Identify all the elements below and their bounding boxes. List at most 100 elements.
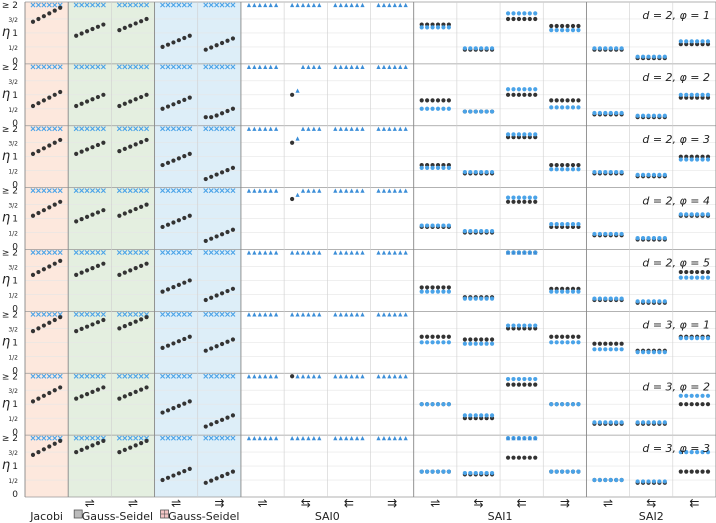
data-point — [705, 92, 711, 97]
data-point — [603, 477, 608, 483]
data-point — [479, 169, 484, 175]
data-point — [446, 469, 451, 474]
data-point — [344, 436, 349, 441]
data-point — [381, 188, 387, 193]
data-point — [430, 25, 435, 30]
data-point — [176, 250, 182, 255]
data-point — [41, 2, 47, 8]
data-point — [230, 36, 236, 41]
data-point — [165, 64, 171, 70]
y-tick-label: 3/2 — [8, 17, 18, 24]
data-point — [306, 64, 311, 69]
data-point — [619, 341, 624, 346]
data-point — [203, 250, 209, 255]
data-point — [419, 223, 424, 228]
data-point — [73, 188, 79, 194]
data-point — [640, 113, 646, 118]
data-point — [516, 199, 522, 204]
data-point — [84, 373, 90, 379]
data-point — [311, 126, 316, 131]
data-point — [133, 126, 139, 132]
data-point — [203, 348, 208, 353]
data-point — [176, 2, 182, 8]
data-point — [516, 250, 522, 255]
data-point — [403, 374, 408, 379]
data-point — [203, 480, 208, 485]
data-point — [597, 341, 602, 346]
data-point — [646, 349, 651, 355]
data-point — [300, 126, 306, 131]
data-point — [138, 435, 144, 441]
data-point — [214, 250, 220, 255]
data-point — [274, 126, 279, 131]
data-point — [619, 46, 624, 51]
y-tick-label: 3/2 — [8, 388, 18, 395]
data-point — [603, 169, 608, 175]
data-point — [225, 311, 230, 317]
data-point — [354, 2, 360, 8]
data-point — [662, 54, 667, 59]
data-point — [90, 435, 95, 441]
data-point — [171, 341, 176, 346]
data-point — [430, 334, 435, 339]
data-point — [646, 54, 651, 59]
data-point — [392, 250, 397, 255]
data-point — [214, 43, 219, 48]
data-point — [90, 145, 95, 150]
data-point — [101, 261, 106, 266]
data-point — [219, 311, 225, 317]
data-point — [657, 479, 662, 484]
data-point — [36, 449, 41, 455]
data-point — [41, 14, 46, 19]
data-point — [311, 64, 316, 69]
data-point — [387, 188, 392, 193]
data-point — [295, 436, 300, 441]
data-point — [657, 113, 662, 118]
data-point — [73, 311, 79, 317]
data-point — [446, 402, 451, 407]
data-point — [225, 188, 230, 194]
data-point — [263, 374, 268, 379]
data-point — [511, 16, 516, 22]
y-tick-label: 0 — [12, 57, 18, 67]
data-point — [484, 296, 489, 301]
data-point — [462, 470, 467, 476]
data-point — [505, 92, 511, 97]
data-point — [333, 436, 338, 441]
y-tick-label: 1/2 — [8, 107, 18, 114]
data-point — [441, 165, 446, 170]
y-tick-label: 1/2 — [8, 292, 18, 299]
data-point — [182, 280, 187, 285]
row-label: d = 2, φ = 5 — [642, 257, 710, 270]
data-point — [419, 25, 424, 30]
y-axis-label: η — [2, 273, 10, 288]
data-point — [36, 101, 41, 106]
data-point — [95, 210, 101, 215]
data-point — [533, 455, 538, 460]
y-tick-label: 1 — [12, 215, 18, 225]
data-point — [187, 334, 192, 339]
data-point — [473, 470, 478, 476]
data-point — [290, 92, 295, 97]
data-point — [95, 126, 101, 132]
data-point — [165, 42, 171, 47]
data-point — [597, 420, 602, 425]
data-point — [516, 376, 522, 382]
data-point — [225, 471, 230, 476]
data-point — [651, 113, 657, 118]
data-point — [144, 373, 150, 379]
data-point — [662, 299, 667, 304]
data-point — [252, 312, 257, 317]
data-point — [527, 16, 532, 22]
data-point — [84, 64, 90, 70]
data-point — [225, 435, 230, 441]
data-point — [435, 165, 441, 170]
data-point — [30, 2, 36, 8]
data-point — [387, 312, 392, 317]
data-point — [122, 250, 128, 255]
data-point — [214, 64, 220, 70]
data-point — [187, 64, 193, 70]
data-point — [214, 435, 220, 441]
data-point — [144, 16, 149, 22]
data-point — [30, 19, 36, 24]
